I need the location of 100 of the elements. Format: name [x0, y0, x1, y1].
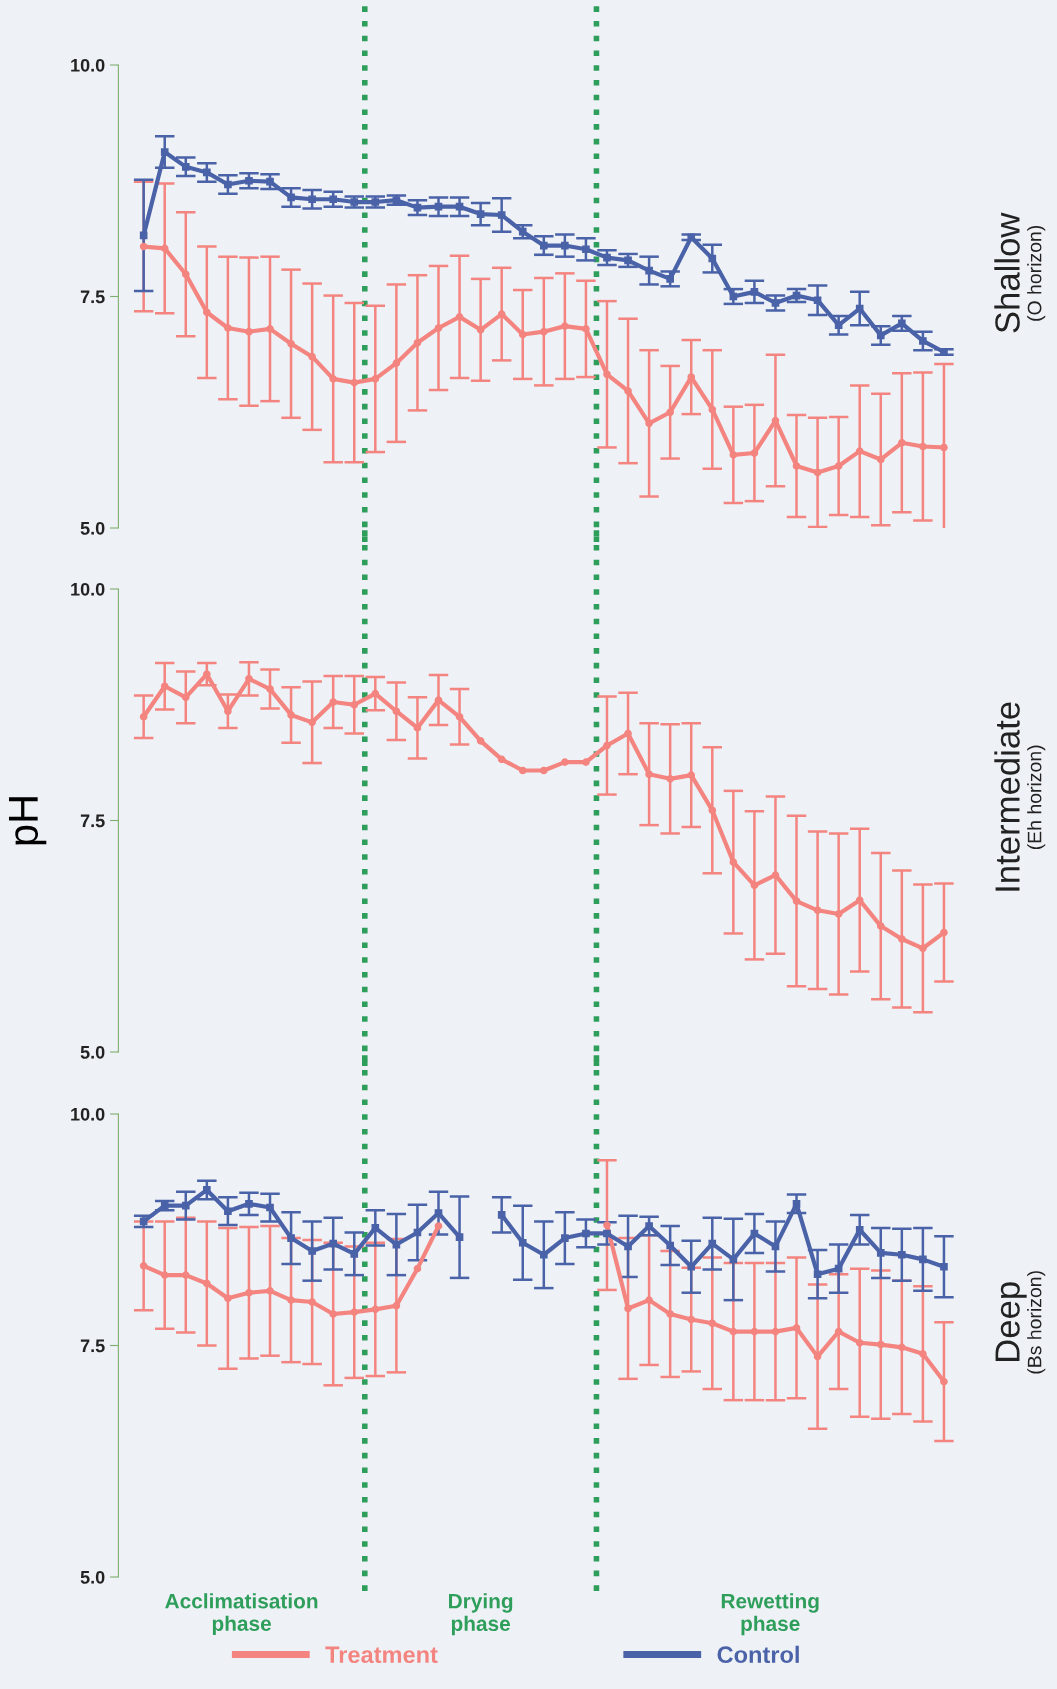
point — [645, 770, 653, 779]
point — [455, 712, 464, 721]
point — [224, 324, 232, 332]
text: Rewetting phase — [721, 1593, 819, 1636]
legend-label: Treatment — [325, 1646, 438, 1664]
point — [266, 325, 274, 333]
point — [413, 724, 422, 732]
point — [308, 718, 316, 727]
point — [539, 327, 548, 336]
point — [371, 375, 380, 383]
point — [539, 241, 548, 250]
point — [413, 338, 422, 347]
point — [919, 337, 927, 345]
point — [455, 313, 464, 321]
point — [329, 1310, 338, 1318]
point — [687, 771, 696, 779]
point — [919, 944, 927, 953]
point — [898, 1343, 906, 1352]
point — [792, 462, 801, 470]
point — [876, 1249, 885, 1257]
point — [224, 180, 232, 189]
point — [329, 1239, 338, 1248]
point — [413, 1264, 422, 1273]
point — [855, 304, 864, 313]
point — [392, 1301, 401, 1310]
point — [203, 1186, 211, 1194]
point — [476, 210, 485, 218]
point — [224, 1207, 232, 1216]
point — [940, 1262, 948, 1271]
point — [371, 1224, 380, 1232]
point — [834, 1327, 843, 1336]
point — [266, 685, 274, 693]
point — [750, 449, 759, 457]
point — [919, 1255, 927, 1264]
point — [181, 693, 190, 702]
point — [266, 1203, 274, 1212]
point — [876, 1340, 885, 1349]
point — [160, 148, 169, 156]
point — [813, 906, 822, 915]
y-tick-label: 5.0 — [80, 1570, 105, 1584]
y-axis-title: pH — [8, 797, 47, 845]
point — [434, 1222, 443, 1230]
point — [160, 244, 169, 253]
point — [708, 254, 717, 263]
point — [940, 443, 948, 452]
point — [308, 195, 316, 204]
point — [624, 1242, 632, 1251]
point — [245, 675, 253, 683]
point — [750, 1327, 759, 1336]
point — [813, 468, 822, 477]
point — [245, 327, 253, 336]
point — [834, 321, 843, 330]
point — [855, 896, 864, 904]
point — [287, 711, 295, 719]
point — [645, 266, 653, 275]
point — [940, 1377, 948, 1386]
point — [603, 741, 611, 750]
point — [497, 755, 506, 764]
point — [539, 766, 548, 775]
y-tick-label: 7.5 — [80, 290, 105, 304]
point — [329, 375, 338, 383]
point — [245, 1200, 253, 1208]
point — [350, 378, 359, 387]
point — [203, 168, 211, 177]
point — [708, 1239, 717, 1248]
point — [287, 193, 295, 202]
y-tick-label: 5.0 — [80, 521, 105, 535]
point — [434, 324, 443, 332]
point — [792, 1324, 801, 1332]
point — [603, 370, 611, 379]
y2-axis-title: Shallow — [994, 212, 1020, 333]
y2-axis-title: Deep — [995, 1282, 1027, 1361]
point — [771, 299, 780, 307]
point — [350, 1250, 359, 1258]
point — [518, 330, 527, 339]
point — [940, 928, 948, 937]
point — [813, 1270, 822, 1279]
point — [666, 775, 674, 783]
point — [350, 1308, 359, 1316]
point — [308, 1247, 316, 1255]
point — [834, 910, 843, 918]
point — [898, 1250, 906, 1259]
point — [497, 1211, 506, 1219]
point — [919, 1350, 927, 1358]
point — [666, 275, 674, 283]
point — [371, 1305, 380, 1314]
point — [708, 806, 717, 815]
point — [350, 700, 359, 709]
y-tick-label: 7.5 — [80, 1339, 105, 1353]
point — [518, 1238, 527, 1247]
point — [855, 1225, 864, 1234]
point — [392, 707, 401, 716]
point — [624, 1304, 632, 1313]
point — [160, 1271, 169, 1279]
point — [329, 698, 338, 706]
point — [645, 419, 653, 428]
point — [245, 176, 253, 185]
point — [582, 758, 590, 766]
y-tick-label: 7.5 — [80, 814, 105, 828]
point — [666, 1241, 674, 1250]
